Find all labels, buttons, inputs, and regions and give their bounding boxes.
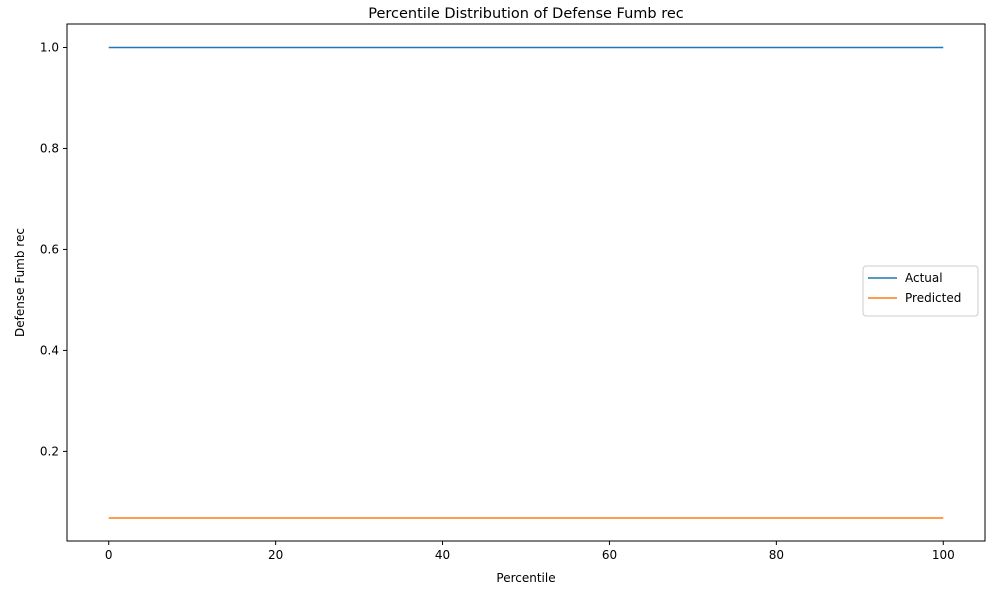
y-tick-label: 0.2 — [40, 444, 59, 458]
legend-label: Actual — [905, 271, 943, 285]
x-tick-label: 80 — [769, 548, 784, 562]
x-tick-label: 100 — [932, 548, 955, 562]
legend: Actual Predicted — [862, 265, 979, 317]
x-tick-label: 0 — [105, 548, 113, 562]
x-tick-label: 20 — [268, 548, 283, 562]
x-axis-ticks: 0 20 40 60 80 100 — [105, 541, 955, 562]
series-lines — [108, 46, 944, 519]
chart-title: Percentile Distribution of Defense Fumb … — [368, 6, 684, 22]
y-tick-label: 0.8 — [40, 141, 59, 155]
x-axis-label: Percentile — [496, 571, 555, 585]
plot-area-frame — [66, 23, 986, 542]
x-tick-label: 40 — [435, 548, 450, 562]
y-axis-label: Defense Fumb rec — [13, 228, 27, 337]
y-tick-label: 1.0 — [40, 40, 59, 54]
legend-label: Predicted — [905, 291, 961, 305]
y-tick-label: 0.4 — [40, 343, 59, 357]
y-tick-label: 0.6 — [40, 242, 59, 256]
y-axis-ticks: 0.2 0.4 0.6 0.8 1.0 — [40, 40, 67, 458]
x-tick-label: 60 — [602, 548, 617, 562]
